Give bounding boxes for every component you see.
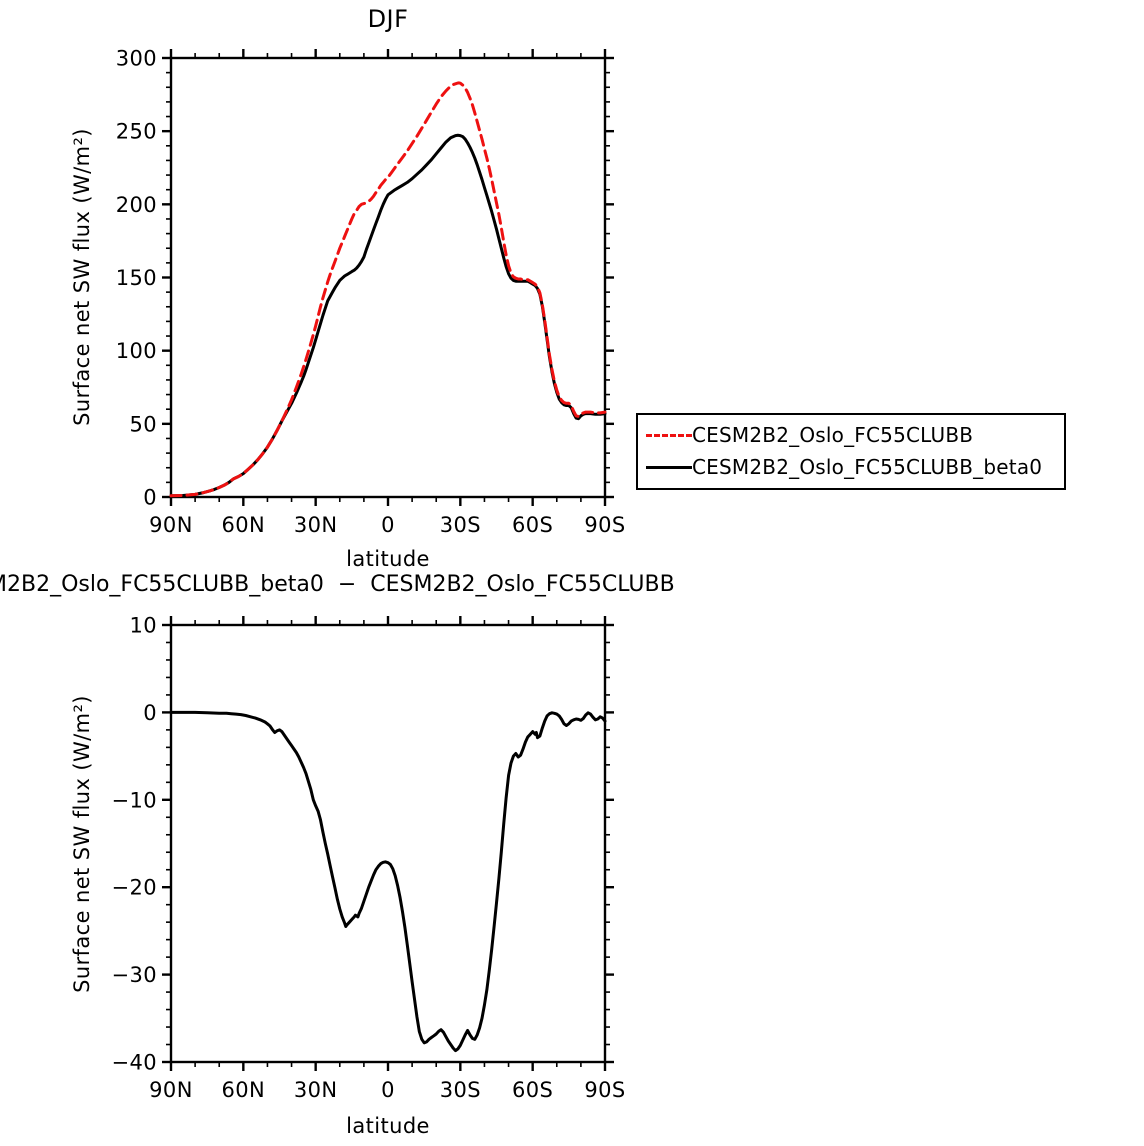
x-tick-label: 60N xyxy=(222,1078,266,1102)
x-tick-label: 60N xyxy=(222,513,266,537)
x-tick-label: 90S xyxy=(584,513,625,537)
diff-chart-ylabel: Surface net SW flux (W/m²) xyxy=(70,695,94,993)
y-tick-label: 150 xyxy=(116,266,157,290)
x-tick-label: 30S xyxy=(440,513,481,537)
top-chart-ylabel: Surface net SW flux (W/m²) xyxy=(70,128,94,426)
x-tick-label: 90N xyxy=(149,513,193,537)
y-tick-label: 200 xyxy=(116,193,157,217)
x-tick-label: 60S xyxy=(512,513,553,537)
diff-chart-xlabel: latitude xyxy=(346,1114,430,1138)
chart-0: 90N 60N 30N 0 30S 60S 90S 0 50 100 150 200 250 300 xyxy=(116,47,626,538)
diff-chart-title: M2B2_Oslo_FC55CLUBB_beta0 − CESM2B2_Oslo… xyxy=(0,572,675,597)
y-tick-label: 50 xyxy=(129,412,157,436)
legend-line-black-solid xyxy=(646,465,692,469)
y-tick-label: 100 xyxy=(116,339,157,363)
legend-label: CESM2B2_Oslo_FC55CLUBB_beta0 xyxy=(692,455,1043,479)
legend-line-red-dashed xyxy=(646,433,692,437)
y-tick-label: 250 xyxy=(116,120,157,144)
y-tick-label: 300 xyxy=(116,47,157,71)
legend-box: CESM2B2_Oslo_FC55CLUBB CESM2B2_Oslo_FC55… xyxy=(636,413,1066,490)
top-chart-xlabel: latitude xyxy=(346,547,430,571)
x-tick-label: 60S xyxy=(512,1078,553,1102)
y-tick-label: −20 xyxy=(111,876,157,900)
y-tick-label: −30 xyxy=(111,963,157,987)
legend-label: CESM2B2_Oslo_FC55CLUBB xyxy=(692,423,974,447)
chart-1: 90N 60N 30N 0 30S 60S 90S 10 0 −10 −20 −30 −40 xyxy=(111,614,625,1103)
y-tick-label: −40 xyxy=(111,1051,157,1075)
legend-entry-fc55clubb: CESM2B2_Oslo_FC55CLUBB xyxy=(646,419,1064,451)
series-cesm2b2-oslo-fc55clubb-beta0 xyxy=(169,133,607,498)
x-tick-label: 0 xyxy=(381,1078,395,1102)
x-tick-label: 30N xyxy=(294,513,338,537)
series-difference-beta0-minus-fc55clubb- xyxy=(169,710,607,1053)
legend-entry-fc55clubb-beta0: CESM2B2_Oslo_FC55CLUBB_beta0 xyxy=(646,451,1064,483)
x-tick-label: 90S xyxy=(584,1078,625,1102)
x-tick-label: 30N xyxy=(294,1078,338,1102)
x-tick-label: 90N xyxy=(149,1078,193,1102)
top-chart-title: DJF xyxy=(367,5,409,33)
x-tick-label: 30S xyxy=(440,1078,481,1102)
y-tick-label: 0 xyxy=(143,701,157,725)
y-tick-label: 10 xyxy=(129,614,157,638)
series-cesm2b2-oslo-fc55clubb xyxy=(169,81,607,498)
y-tick-label: 0 xyxy=(143,486,157,510)
y-tick-label: −10 xyxy=(111,788,157,812)
x-tick-label: 0 xyxy=(381,513,395,537)
